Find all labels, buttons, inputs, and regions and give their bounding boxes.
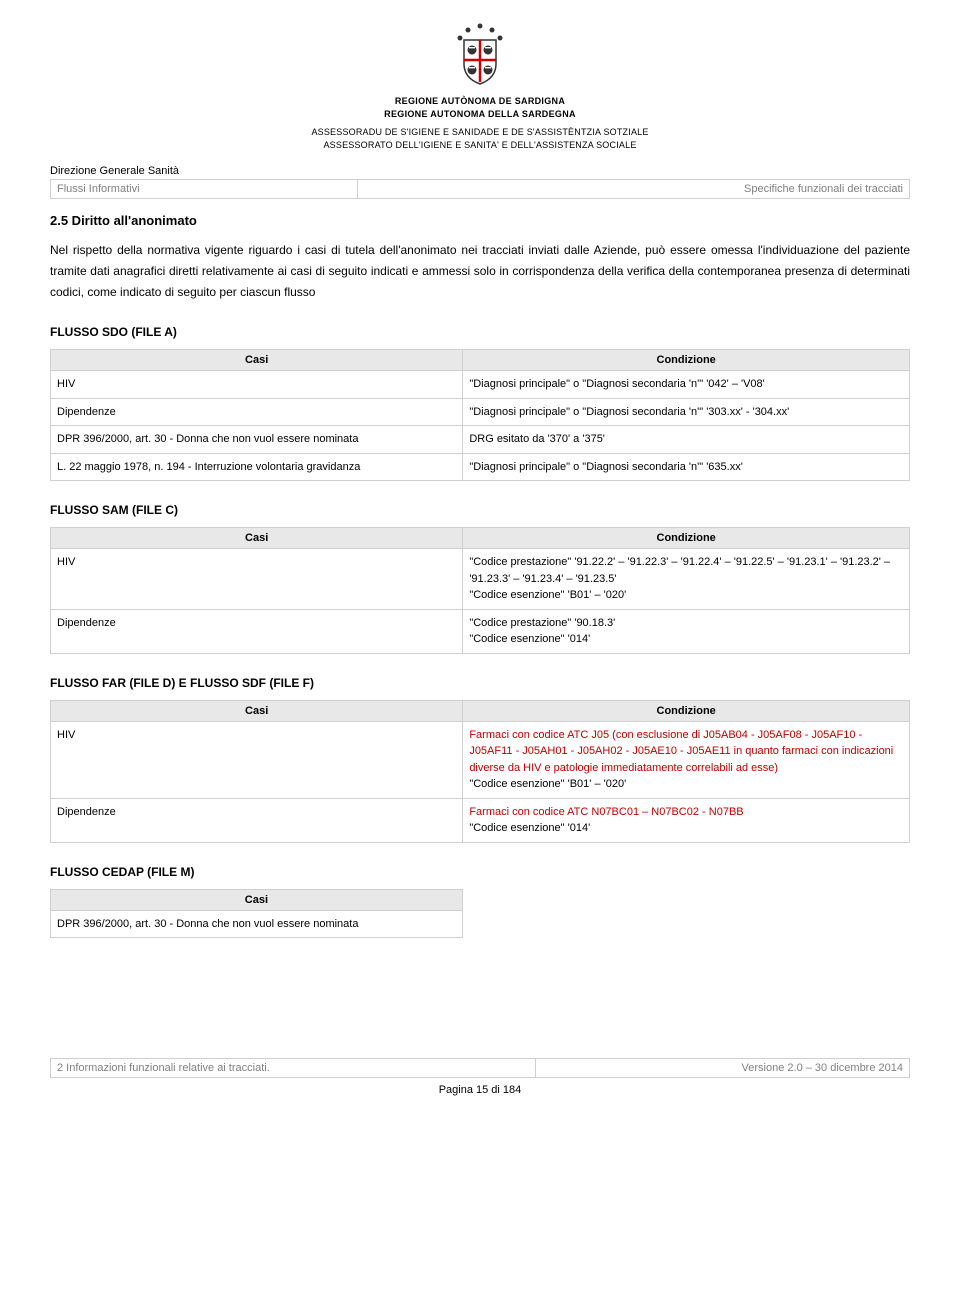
flusso-sam-title: FLUSSO SAM (FILE C) <box>50 503 910 517</box>
footer-left: 2 Informazioni funzionali relative ai tr… <box>51 1059 536 1078</box>
section-body: Nel rispetto della normativa vigente rig… <box>50 240 910 303</box>
th-casi: Casi <box>51 889 463 910</box>
assess-line1: ASSESSORADU DE S'IGIENE E SANIDADE E DE … <box>311 127 648 137</box>
doc-footer-bar: 2 Informazioni funzionali relative ai tr… <box>50 1058 910 1078</box>
table-sam: Casi Condizione HIV"Codice prestazione" … <box>50 527 910 654</box>
table-row: HIV Farmaci con codice ATC J05 (con escl… <box>51 721 910 798</box>
cell: Farmaci con codice ATC J05 (con esclusio… <box>463 721 910 798</box>
doc-header-left: Flussi Informativi <box>51 180 358 199</box>
table-row: DPR 396/2000, art. 30 - Donna che non vu… <box>51 910 463 938</box>
flusso-far-title: FLUSSO FAR (FILE D) E FLUSSO SDF (FILE F… <box>50 676 910 690</box>
cell: "Codice prestazione" '91.22.2' – '91.22.… <box>463 549 910 610</box>
region-title: REGIONE AUTÒNOMA DE SARDIGNA REGIONE AUT… <box>50 95 910 120</box>
table-row: DPR 396/2000, art. 30 - Donna che non vu… <box>51 426 910 454</box>
page-number: Pagina 15 di 184 <box>50 1084 910 1096</box>
assess-line2: ASSESSORATO DELL'IGIENE E SANITA' E DELL… <box>323 140 636 150</box>
th-casi: Casi <box>51 700 463 721</box>
th-cond: Condizione <box>463 700 910 721</box>
doc-header-right: Specifiche funzionali dei tracciati <box>357 180 909 199</box>
flusso-cedap-title: FLUSSO CEDAP (FILE M) <box>50 865 910 879</box>
region-line2: REGIONE AUTONOMA DELLA SARDEGNA <box>384 109 576 119</box>
footer-right: Versione 2.0 – 30 dicembre 2014 <box>535 1059 909 1078</box>
th-cond: Condizione <box>463 350 910 371</box>
doc-header-bar: Flussi Informativi Specifiche funzionali… <box>50 179 910 199</box>
table-far: Casi Condizione HIV Farmaci con codice A… <box>50 700 910 843</box>
table-cedap: Casi DPR 396/2000, art. 30 - Donna che n… <box>50 889 463 939</box>
table-sdo: Casi Condizione HIV"Diagnosi principale"… <box>50 349 910 481</box>
region-line1: REGIONE AUTÒNOMA DE SARDIGNA <box>395 96 565 106</box>
assessorato: ASSESSORADU DE S'IGIENE E SANIDADE E DE … <box>50 126 910 151</box>
flusso-sdo-title: FLUSSO SDO (FILE A) <box>50 325 910 339</box>
th-cond: Condizione <box>463 528 910 549</box>
cell: "Codice prestazione" '90.18.3'"Codice es… <box>463 609 910 653</box>
region-logo <box>50 20 910 91</box>
direzione: Direzione Generale Sanità <box>50 165 910 177</box>
table-row: L. 22 maggio 1978, n. 194 - Interruzione… <box>51 453 910 481</box>
cell: Farmaci con codice ATC N07BC01 – N07BC02… <box>463 798 910 842</box>
th-casi: Casi <box>51 528 463 549</box>
table-row: Dipendenze Farmaci con codice ATC N07BC0… <box>51 798 910 842</box>
table-row: Dipendenze"Codice prestazione" '90.18.3'… <box>51 609 910 653</box>
table-row: HIV"Codice prestazione" '91.22.2' – '91.… <box>51 549 910 610</box>
th-casi: Casi <box>51 350 463 371</box>
section-title: 2.5 Diritto all'anonimato <box>50 213 910 228</box>
table-row: Dipendenze"Diagnosi principale" o "Diagn… <box>51 398 910 426</box>
table-row: HIV"Diagnosi principale" o "Diagnosi sec… <box>51 371 910 399</box>
